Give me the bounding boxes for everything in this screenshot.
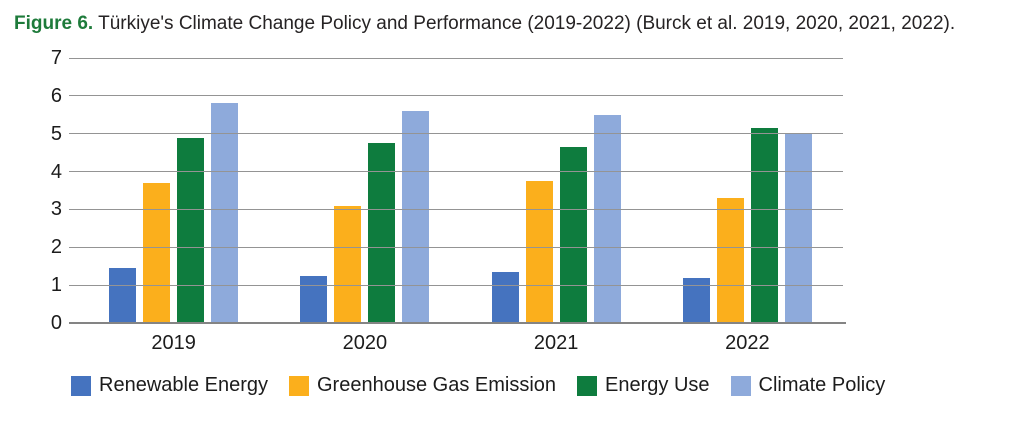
bar-renewable-energy-2019 bbox=[109, 268, 137, 323]
figure-caption-text: Türkiye's Climate Change Policy and Perf… bbox=[98, 13, 956, 34]
legend-item-greenhouse-gas-emission: Greenhouse Gas Emission bbox=[289, 374, 556, 397]
x-axis-tick-label-2019: 2019 bbox=[151, 332, 196, 354]
bar-energy-use-2022 bbox=[750, 128, 778, 323]
gridline-5 bbox=[69, 133, 843, 135]
y-axis-tick-label-1: 1 bbox=[50, 274, 62, 297]
bar-greenhouse-gas-emission-2021 bbox=[525, 181, 553, 323]
bar-greenhouse-gas-emission-2020 bbox=[334, 205, 362, 323]
y-axis-tick-label-0: 0 bbox=[50, 312, 62, 334]
y-axis-tick-label-5: 5 bbox=[50, 122, 62, 145]
x-axis-tick-label-2022: 2022 bbox=[725, 332, 770, 354]
gridline-7 bbox=[69, 57, 843, 59]
y-axis-tick-label-6: 6 bbox=[50, 84, 62, 107]
y-axis-tick-label-2: 2 bbox=[50, 236, 62, 259]
bar-climate-policy-2020 bbox=[402, 111, 430, 323]
legend-swatch-renewable-energy bbox=[71, 375, 91, 396]
legend-swatch-climate-policy bbox=[730, 375, 751, 396]
bar-climate-policy-2022 bbox=[784, 133, 812, 323]
legend-item-renewable-energy: Renewable Energy bbox=[71, 374, 268, 397]
legend-item-climate-policy: Climate Policy bbox=[730, 374, 886, 397]
figure-caption: Figure 6. Türkiye's Climate Change Polic… bbox=[14, 13, 955, 35]
x-axis-line bbox=[69, 322, 846, 324]
gridline-6 bbox=[69, 95, 843, 97]
gridline-4 bbox=[69, 171, 843, 173]
bar-climate-policy-2019 bbox=[211, 103, 239, 323]
bar-energy-use-2020 bbox=[368, 143, 396, 323]
figure-caption-number: Figure 6. bbox=[14, 13, 94, 34]
legend-swatch-energy-use bbox=[577, 375, 598, 396]
x-axis-tick-label-2021: 2021 bbox=[533, 332, 579, 354]
y-axis-tick-label-4: 4 bbox=[50, 160, 62, 183]
legend-label-energy-use: Energy Use bbox=[605, 374, 710, 396]
y-axis-tick-label-7: 7 bbox=[50, 47, 62, 69]
bar-climate-policy-2021 bbox=[593, 114, 621, 323]
legend-swatch-greenhouse-gas-emission bbox=[289, 375, 309, 396]
legend-label-renewable-energy: Renewable Energy bbox=[99, 374, 268, 396]
gridline-2 bbox=[69, 246, 843, 248]
gridline-1 bbox=[69, 284, 843, 286]
legend-label-climate-policy: Climate Policy bbox=[758, 374, 886, 396]
legend-label-greenhouse-gas-emission: Greenhouse Gas Emission bbox=[317, 374, 557, 396]
bar-renewable-energy-2021 bbox=[491, 271, 519, 323]
x-axis-tick-label-2020: 2020 bbox=[342, 332, 388, 354]
y-axis-tick-label-3: 3 bbox=[50, 198, 62, 221]
legend-item-energy-use: Energy Use bbox=[577, 374, 710, 397]
chart-plot-area bbox=[78, 58, 843, 323]
bar-greenhouse-gas-emission-2022 bbox=[716, 198, 744, 323]
bar-greenhouse-gas-emission-2019 bbox=[143, 182, 171, 323]
gridline-3 bbox=[69, 208, 843, 210]
bar-renewable-energy-2020 bbox=[300, 275, 328, 323]
bar-energy-use-2019 bbox=[177, 137, 205, 323]
chart-legend: Renewable Energy Greenhouse Gas Emission E… bbox=[71, 374, 906, 397]
bar-energy-use-2021 bbox=[559, 146, 587, 323]
